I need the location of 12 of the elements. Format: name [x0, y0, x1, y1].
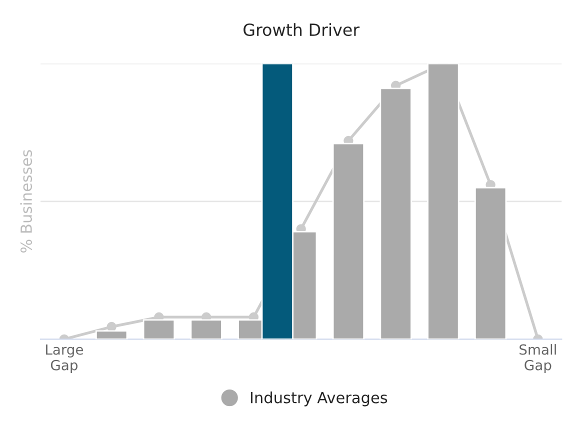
chart-title: Growth Driver: [244, 23, 360, 36]
bar: [190, 319, 222, 340]
legend-label: Industry Averages: [250, 392, 388, 406]
bar: [96, 330, 128, 340]
bar: [380, 88, 412, 340]
x-tick-label: Small Gap: [520, 344, 556, 374]
bar: [142, 319, 176, 340]
x-tick-label: Large Gap: [46, 344, 84, 374]
bar: [474, 186, 507, 340]
bar: [332, 142, 365, 340]
bar: [427, 64, 460, 340]
y-axis-title: % Businesses: [20, 150, 32, 253]
